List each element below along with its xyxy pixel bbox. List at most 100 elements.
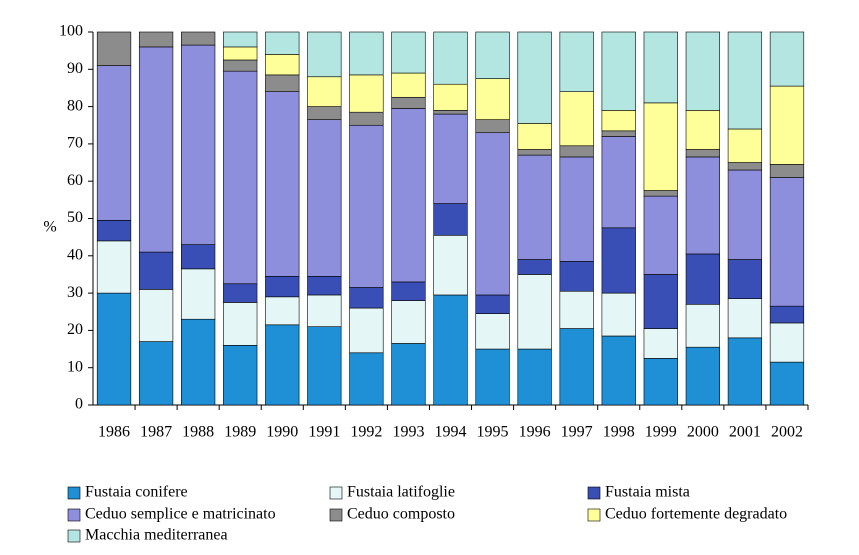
y-tick-label: 0	[75, 396, 83, 413]
bar-segment	[727, 128, 763, 163]
bar-segment	[433, 83, 468, 111]
legend-label: Ceduo composto	[347, 506, 455, 523]
bar-segment	[391, 96, 426, 109]
bar-segment	[391, 108, 426, 283]
bar-segment	[181, 244, 216, 270]
bar-segment	[517, 348, 552, 406]
bar-segment	[559, 156, 594, 262]
bar-segment	[475, 313, 510, 350]
x-tick-label: 1998	[603, 424, 635, 441]
legend-label: Ceduo semplice e matricinato	[85, 506, 276, 523]
x-tick-label: 2001	[729, 424, 761, 441]
bar-segment	[727, 259, 763, 299]
bar-segment	[223, 59, 258, 72]
x-tick-label: 1986	[98, 424, 130, 441]
bar-segment	[307, 106, 342, 120]
bar-segment	[601, 292, 636, 337]
bar-segment	[181, 318, 216, 406]
bar-segment	[517, 259, 552, 275]
bar-segment	[138, 31, 174, 48]
y-tick-label: 30	[67, 284, 83, 301]
bar-segment	[559, 261, 594, 292]
bar-segment	[433, 110, 468, 115]
bar-segment	[643, 195, 678, 275]
bar-segment	[265, 91, 300, 277]
bar-segment	[391, 343, 426, 406]
bar-segment	[138, 46, 174, 253]
y-tick-label: 90	[67, 60, 83, 77]
x-tick-label: 1999	[645, 424, 677, 441]
bar-segment	[307, 276, 342, 296]
bar-segment	[517, 154, 552, 260]
bar-segment	[181, 31, 216, 46]
legend-label: Fustaia conifere	[85, 484, 188, 501]
bar-segment	[138, 341, 174, 406]
x-tick-label: 1994	[435, 424, 467, 441]
bar-segment	[475, 132, 510, 296]
bar-segment	[727, 31, 763, 130]
legend-label: Macchia mediterranea	[85, 527, 228, 544]
bar-segment	[307, 76, 342, 107]
x-tick-label: 1987	[140, 424, 172, 441]
bar-segment	[517, 149, 552, 156]
bar-segment	[769, 177, 805, 307]
y-tick-label: 20	[67, 321, 83, 338]
bar-segment	[307, 326, 342, 406]
bar-segment	[769, 361, 805, 406]
bar-segment	[96, 240, 132, 294]
bar-segment	[433, 203, 468, 236]
x-tick-label: 1997	[561, 424, 593, 441]
bar-segment	[265, 324, 300, 406]
bar-segment	[685, 346, 720, 406]
bar-segment	[475, 78, 510, 120]
bar-segment	[265, 54, 300, 76]
legend-label: Fustaia latifoglie	[347, 484, 455, 501]
bar-segment	[96, 220, 132, 242]
bar-segment	[643, 358, 678, 406]
legend-swatch	[329, 486, 343, 500]
bar-segment	[433, 234, 468, 296]
legend-label: Ceduo fortemente degradato	[605, 506, 787, 523]
x-tick-label: 2000	[687, 424, 719, 441]
bar-segment	[223, 31, 258, 48]
bar-segment	[517, 274, 552, 350]
bar-segment	[223, 46, 258, 61]
bar-segment	[601, 335, 636, 406]
bar-segment	[349, 111, 384, 126]
bar-segment	[223, 345, 258, 406]
bar-segment	[349, 74, 384, 113]
bar-segment	[727, 337, 763, 406]
bar-segment	[391, 31, 426, 74]
bar-segment	[475, 294, 510, 314]
bar-segment	[349, 124, 384, 288]
bar-segment	[391, 300, 426, 344]
bar-segment	[559, 290, 594, 329]
x-tick-label: 1989	[224, 424, 256, 441]
bar-segment	[727, 169, 763, 260]
bar-segment	[181, 44, 216, 245]
bar-segment	[685, 31, 720, 111]
legend-swatch	[587, 486, 601, 500]
bar-segment	[138, 251, 174, 290]
x-tick-label: 1991	[308, 424, 340, 441]
x-tick-label: 1988	[182, 424, 214, 441]
y-axis-label: %	[43, 219, 56, 236]
bar-segment	[727, 298, 763, 339]
bar-segment	[517, 31, 552, 124]
bar-segment	[601, 110, 636, 132]
x-tick-label: 1993	[392, 424, 424, 441]
bar-segment	[727, 162, 763, 171]
bar-segment	[433, 31, 468, 85]
legend-swatch	[587, 508, 601, 522]
bar-segment	[307, 294, 342, 327]
bar-segment	[559, 145, 594, 158]
y-tick-label: 60	[67, 172, 83, 189]
y-tick-label: 40	[67, 246, 83, 263]
bar-segment	[96, 65, 132, 221]
bar-segment	[223, 70, 258, 285]
y-tick-label: 50	[67, 209, 83, 226]
legend-swatch	[67, 486, 81, 500]
bar-segment	[601, 130, 636, 137]
bar-segment	[391, 281, 426, 301]
